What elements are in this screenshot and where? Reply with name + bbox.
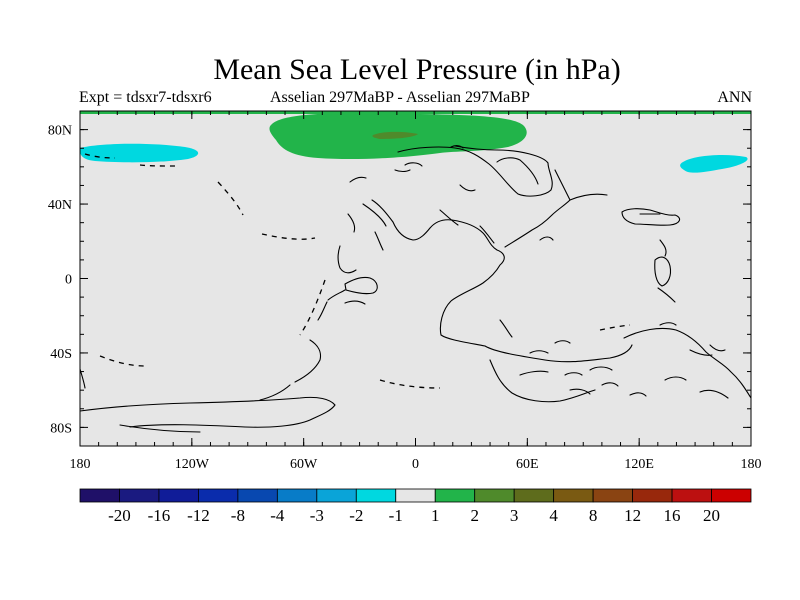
colorbar-label: 20 xyxy=(703,506,720,525)
map-background xyxy=(80,111,751,446)
contour-fill-negative-west-pacific xyxy=(80,143,199,163)
colorbar-label: 2 xyxy=(470,506,479,525)
coastline-fragments xyxy=(84,153,631,389)
colorbar-swatch xyxy=(355,488,397,503)
lat-tick-label: 40N xyxy=(48,198,72,213)
colorbar-label: -2 xyxy=(349,506,363,525)
colorbar-label: -8 xyxy=(231,506,245,525)
lat-tick-label: 40S xyxy=(50,347,72,362)
coastline-lines xyxy=(80,145,751,433)
plot-title: Mean Sea Level Pressure (in hPa) xyxy=(213,53,621,86)
colorbar-swatch xyxy=(513,488,555,503)
colorbar-swatch xyxy=(237,488,278,503)
colorbar-swatch xyxy=(198,488,239,503)
lon-tick-label: 180 xyxy=(70,457,91,472)
period-label: Asselian 297MaBP - Asselian 297MaBP xyxy=(270,89,530,106)
colorbar-label: -4 xyxy=(270,506,285,525)
axis-ticks xyxy=(79,111,752,446)
colorbar-swatch xyxy=(632,488,673,503)
colorbar-swatch xyxy=(434,488,476,503)
season-label: ANN xyxy=(717,89,752,106)
colorbar-label: 12 xyxy=(624,506,641,525)
colorbar-label: 3 xyxy=(510,506,519,525)
axis-tick-labels: 180 120W 60W 0 60E 120E 180 80N 40N 0 40S 80S xyxy=(48,124,762,472)
colorbar-swatch xyxy=(119,488,160,503)
colorbar-swatch xyxy=(592,488,633,503)
colorbar-label: 1 xyxy=(431,506,440,525)
lon-tick-label: 60W xyxy=(290,457,318,472)
lon-tick-label: 60E xyxy=(516,457,539,472)
lon-tick-label: 120W xyxy=(175,457,210,472)
colorbar-label: -1 xyxy=(389,506,403,525)
colorbar-swatch xyxy=(474,488,515,503)
lon-tick-label: 0 xyxy=(412,457,419,472)
colorbar-label: -16 xyxy=(148,506,171,525)
colorbar-label: 8 xyxy=(589,506,598,525)
experiment-label: Expt = tdsxr7-tdsxr6 xyxy=(79,89,212,106)
colorbar-label: -12 xyxy=(187,506,210,525)
colorbar: -20 -16 -12 -8 -4 -3 -2 -1 1 2 3 4 8 12 16 20 xyxy=(79,488,752,525)
lat-tick-label: 80N xyxy=(48,124,72,139)
colorbar-label: 4 xyxy=(549,506,558,525)
colorbar-swatch xyxy=(671,488,712,503)
contour-fill-negative-east-pacific xyxy=(680,154,748,173)
colorbar-swatch xyxy=(276,488,318,503)
colorbar-swatch xyxy=(316,488,357,503)
colorbar-label: -20 xyxy=(108,506,131,525)
lat-tick-label: 80S xyxy=(50,421,72,436)
colorbar-swatch xyxy=(395,488,436,503)
colorbar-label: 16 xyxy=(664,506,681,525)
lat-tick-label: 0 xyxy=(65,273,72,288)
colorbar-label: -3 xyxy=(310,506,324,525)
contour-fill-positive-core xyxy=(372,131,418,139)
colorbar-swatch xyxy=(79,488,120,503)
lon-tick-label: 120E xyxy=(624,457,654,472)
colorbar-swatch xyxy=(158,488,199,503)
colorbar-swatch xyxy=(553,488,594,503)
colorbar-swatch xyxy=(711,488,752,503)
lon-tick-label: 180 xyxy=(741,457,762,472)
